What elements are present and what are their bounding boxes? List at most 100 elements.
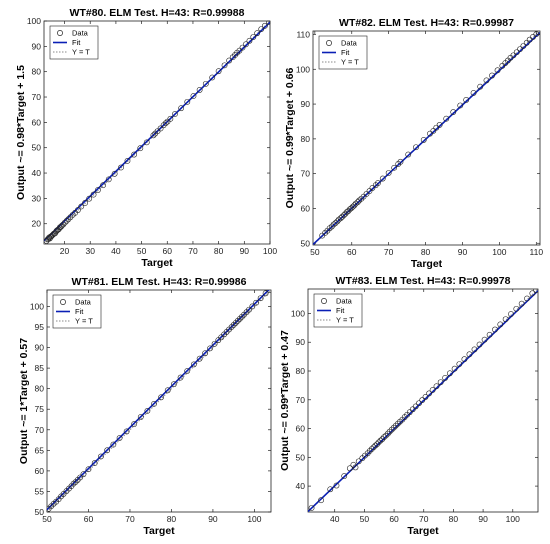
data-point xyxy=(409,406,416,413)
x-axis-label: Target xyxy=(143,525,175,537)
data-point xyxy=(341,473,348,479)
y-tick-label: 70 xyxy=(32,92,42,102)
x-tick-label: 40 xyxy=(111,246,121,256)
y-tick-label: 80 xyxy=(301,134,311,144)
y-tick-label: 40 xyxy=(296,481,306,491)
data-point xyxy=(78,203,85,210)
legend-entry: Data xyxy=(341,39,358,48)
x-tick-label: 100 xyxy=(263,246,277,256)
x-tick-label: 100 xyxy=(506,514,520,524)
y-tick-label: 60 xyxy=(296,424,306,434)
data-point xyxy=(77,474,84,481)
data-point xyxy=(167,115,174,122)
data-point xyxy=(162,120,169,127)
data-point xyxy=(352,464,359,471)
y-tick-label: 95 xyxy=(35,322,45,332)
x-tick-label: 60 xyxy=(389,514,399,524)
data-point xyxy=(250,34,257,40)
data-point xyxy=(351,202,358,209)
x-tick-label: 50 xyxy=(137,246,147,256)
data-point xyxy=(171,381,177,388)
data-point xyxy=(386,428,393,435)
data-point xyxy=(150,132,157,139)
data-point xyxy=(177,374,184,381)
data-point xyxy=(395,420,401,427)
y-tick-label: 60 xyxy=(301,203,311,213)
data-point xyxy=(349,203,356,210)
data-point xyxy=(406,409,413,416)
data-point xyxy=(352,200,359,207)
data-point xyxy=(190,93,197,99)
x-tick-label: 90 xyxy=(208,514,218,524)
data-point xyxy=(72,479,79,485)
data-point xyxy=(221,62,228,69)
data-point xyxy=(476,341,483,348)
data-point xyxy=(202,350,208,357)
data-point xyxy=(184,98,191,105)
x-tick-label: 60 xyxy=(163,246,173,256)
x-tick-label: 80 xyxy=(167,514,177,524)
x-tick-label: 80 xyxy=(214,246,224,256)
data-point xyxy=(513,49,520,56)
y-tick-label: 90 xyxy=(296,337,306,347)
plot-content xyxy=(44,21,270,244)
data-point xyxy=(226,57,233,64)
y-tick-label: 80 xyxy=(32,67,42,77)
data-point xyxy=(381,434,387,441)
data-point xyxy=(523,39,530,46)
data-point xyxy=(337,215,344,222)
data-point xyxy=(437,379,444,386)
y-tick-label: 100 xyxy=(296,64,310,74)
data-point xyxy=(230,322,237,328)
plot-content xyxy=(308,289,538,512)
data-point xyxy=(236,47,243,54)
data-point xyxy=(492,326,498,333)
y-tick-label: 70 xyxy=(296,395,306,405)
data-point xyxy=(100,182,106,189)
x-tick-label: 90 xyxy=(240,246,250,256)
x-tick-label: 40 xyxy=(330,514,340,524)
data-point xyxy=(261,22,268,29)
data-point xyxy=(266,290,271,293)
data-point xyxy=(322,229,329,236)
x-tick-label: 70 xyxy=(188,246,198,256)
data-point xyxy=(253,299,259,306)
legend-entry: Data xyxy=(75,298,92,307)
data-point xyxy=(354,199,361,206)
data-point xyxy=(517,46,523,52)
data-point xyxy=(377,437,384,444)
plot-content xyxy=(313,31,540,245)
data-point xyxy=(190,361,197,368)
y-tick-label: 60 xyxy=(32,117,42,127)
y-tick-label: 55 xyxy=(35,486,45,496)
data-point xyxy=(463,96,470,103)
x-tick-label: 80 xyxy=(449,514,459,524)
data-point xyxy=(70,480,77,487)
data-point xyxy=(391,164,398,171)
y-tick-label: 60 xyxy=(35,466,45,476)
y-tick-label: 65 xyxy=(35,445,45,455)
data-point xyxy=(258,26,265,33)
y-tick-label: 90 xyxy=(32,41,42,51)
x-tick-label: 70 xyxy=(384,247,394,257)
data-point xyxy=(118,164,124,171)
chart-panel-3: 50 60 70 80 90 100 50 55 60 65 70 75 80 85 90 95 100 WT#8… xyxy=(18,276,272,537)
data-point xyxy=(518,300,525,307)
data-point xyxy=(395,161,402,167)
data-point xyxy=(249,303,256,310)
data-point xyxy=(131,151,138,158)
data-point xyxy=(228,324,235,330)
data-point xyxy=(332,220,339,226)
x-tick-label: 70 xyxy=(419,514,429,524)
data-point xyxy=(211,340,218,347)
legend-entry: Fit xyxy=(341,48,350,57)
legend-data-marker xyxy=(60,299,66,305)
x-tick-label: 90 xyxy=(458,247,468,257)
data-point xyxy=(131,421,138,427)
data-point xyxy=(232,319,239,326)
data-point xyxy=(202,80,209,87)
y-tick-label: 90 xyxy=(301,99,311,109)
y-tick-label: 70 xyxy=(35,425,45,435)
